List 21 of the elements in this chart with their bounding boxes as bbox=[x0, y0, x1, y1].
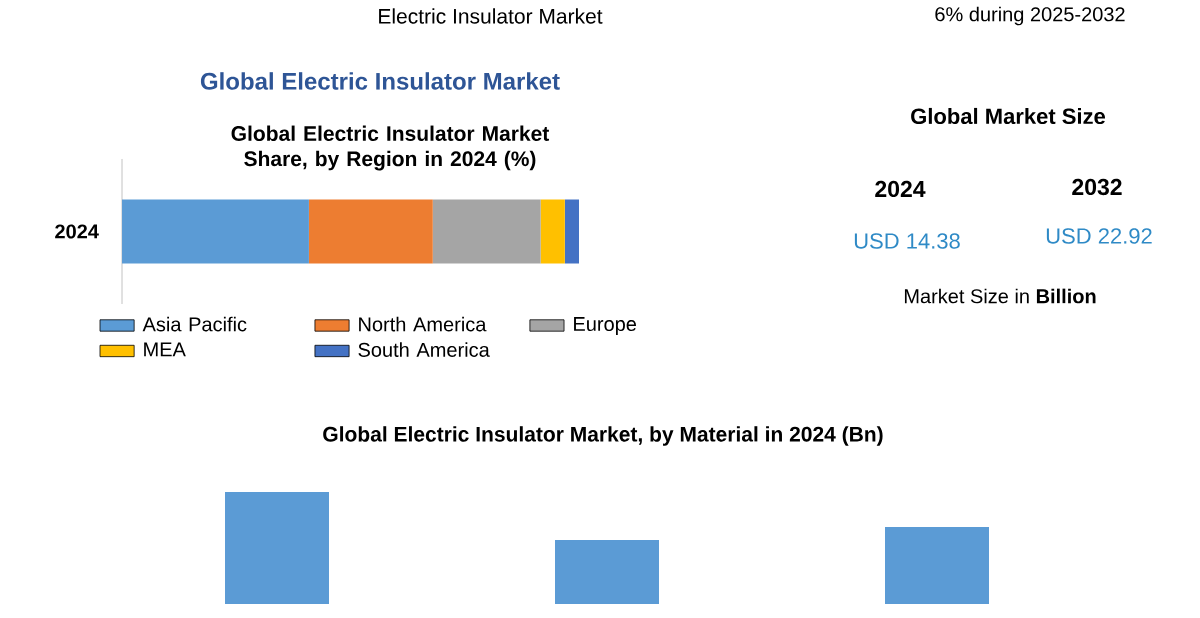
bar bbox=[564, 199, 580, 264]
text: Electric Insulator Market bbox=[379, 8, 603, 24]
text: USD 14.38 bbox=[854, 233, 960, 249]
bar bbox=[432, 199, 541, 264]
bar bbox=[122, 199, 309, 264]
legend-label: MEA bbox=[144, 342, 186, 357]
chart-title: Global Electric Insulator Market bbox=[200, 72, 560, 90]
legend-label: North America bbox=[359, 316, 487, 332]
legend-label: Europe bbox=[574, 317, 637, 336]
text: Global Market Size bbox=[911, 108, 1106, 125]
text: USD 22.92 bbox=[1046, 228, 1152, 244]
text: 6% during 2025-2032 bbox=[935, 6, 1125, 26]
legend-label: South America bbox=[358, 342, 490, 358]
bar bbox=[540, 199, 565, 264]
chart-title: Global Electric Insulator Market, by Material in 2024 (Bn) bbox=[323, 426, 883, 446]
text: 2024 bbox=[875, 180, 926, 198]
text: Market Size in Billion bbox=[904, 288, 1096, 304]
bar bbox=[308, 199, 433, 264]
text: 2032 bbox=[1072, 178, 1122, 196]
legend-label: Asia Pacific bbox=[142, 316, 247, 332]
chart-subtitle: Global Electric Insulator Market Share, by Region in 2024 (%) bbox=[231, 125, 550, 171]
